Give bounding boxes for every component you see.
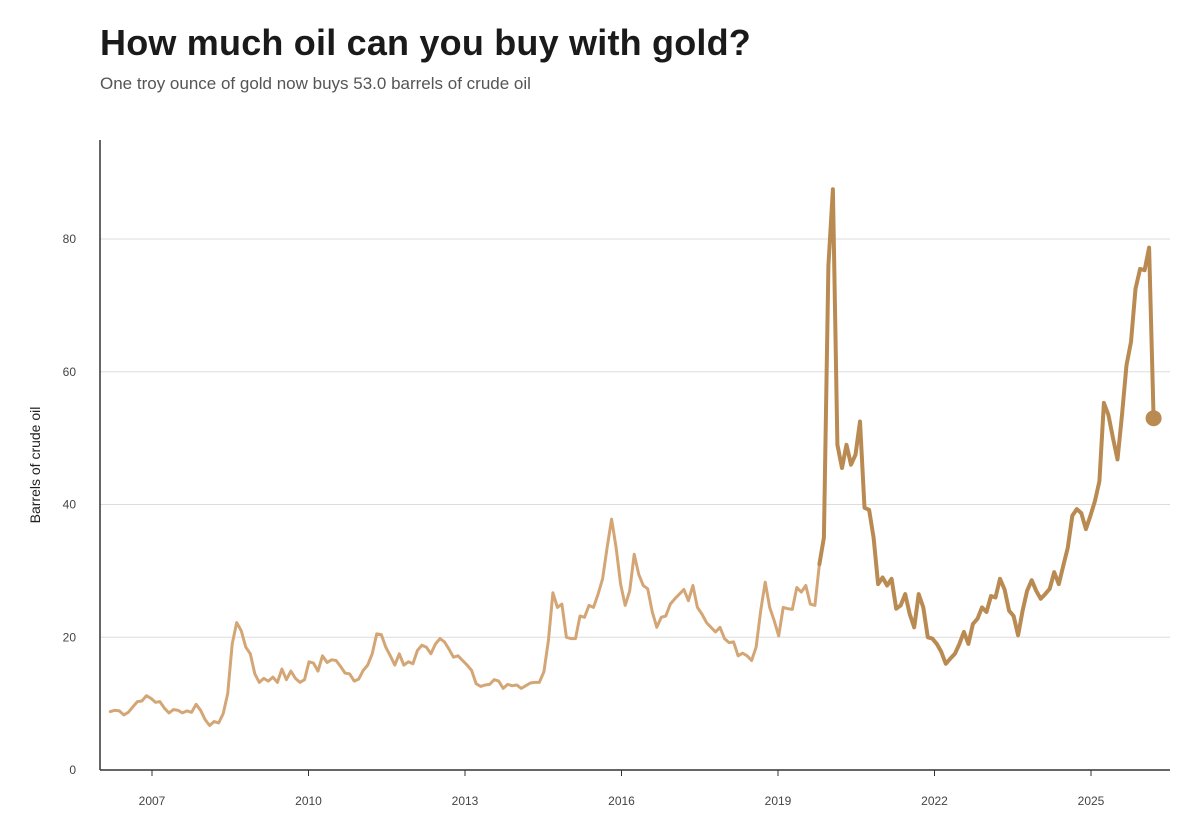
x-tick-labels: 2007 2010 2013 2016 2019 2022 2025 — [139, 770, 1105, 808]
y-tick-label-40: 40 — [63, 498, 77, 512]
x-tick-label-2010: 2010 — [295, 794, 322, 808]
x-tick-label-2022: 2022 — [921, 794, 948, 808]
x-tick-label-2019: 2019 — [765, 794, 792, 808]
y-tick-label-20: 20 — [63, 630, 77, 644]
y-axis-label: Barrels of crude oil — [27, 407, 43, 524]
gridlines — [100, 238, 1170, 638]
series-line-early — [108, 517, 821, 727]
chart-subtitle: One troy ounce of gold now buys 53.0 bar… — [100, 74, 531, 93]
x-tick-label-2007: 2007 — [139, 794, 166, 808]
x-tick-label-2016: 2016 — [608, 794, 635, 808]
y-tick-label-0: 0 — [69, 763, 76, 777]
axes — [99, 140, 1170, 771]
last-value-marker — [1145, 410, 1162, 427]
x-tick-label-2013: 2013 — [452, 794, 479, 808]
x-tick-label-2025: 2025 — [1078, 794, 1105, 808]
series — [108, 187, 1162, 727]
y-tick-label-80: 80 — [63, 232, 77, 246]
y-tick-label-60: 60 — [63, 365, 77, 379]
chart-title: How much oil can you buy with gold? — [100, 22, 751, 63]
y-tick-labels: 0 20 40 60 80 — [63, 232, 77, 777]
series-line-recent — [817, 187, 1156, 666]
